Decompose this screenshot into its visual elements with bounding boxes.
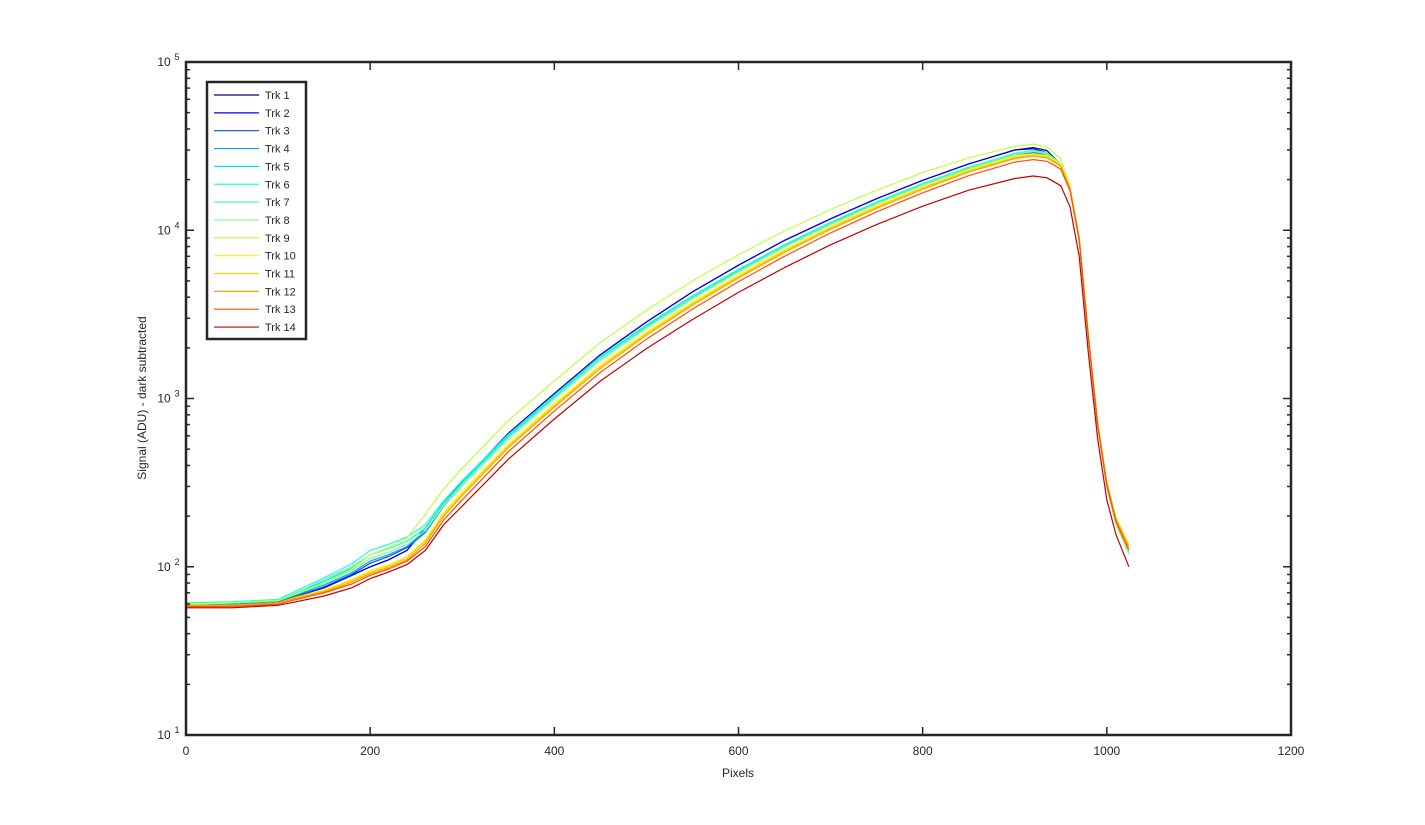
y-tick-exponent: 3 [174, 389, 179, 399]
y-tick-label: 10 [157, 560, 171, 574]
y-tick-label: 10 [157, 223, 171, 237]
x-tick-label: 600 [728, 744, 748, 758]
legend-label: Trk 4 [265, 144, 290, 156]
legend-label: Trk 10 [265, 251, 296, 263]
y-tick-label: 10 [157, 392, 171, 406]
legend-label: Trk 2 [265, 108, 290, 120]
plot-area [186, 62, 1291, 735]
legend-label: Trk 12 [265, 286, 296, 298]
x-tick-label: 0 [183, 744, 190, 758]
y-tick-label: 10 [157, 728, 171, 742]
legend-label: Trk 8 [265, 215, 290, 227]
y-tick-label: 10 [157, 55, 171, 69]
legend-label: Trk 11 [265, 269, 295, 281]
legend-label: Trk 1 [265, 90, 290, 102]
y-axis-label: Signal (ADU) - dark subtracted [135, 316, 149, 479]
legend-label: Trk 14 [265, 322, 296, 334]
series-line-13 [186, 159, 1130, 608]
series-layer [185, 143, 1130, 609]
legend-label: Trk 9 [265, 233, 290, 245]
x-tick-label: 400 [544, 744, 564, 758]
x-tick-label: 200 [360, 744, 380, 758]
y-tick-exponent: 4 [174, 220, 179, 230]
legend: Trk 1 Trk 2 Trk 3 Trk 4 Trk 5 Trk 6 Trk 7 Trk 8… [205, 80, 308, 341]
legend-label: Trk 5 [265, 161, 290, 173]
legend-box [205, 80, 308, 341]
y-tick-exponent: 2 [174, 557, 179, 567]
legend-label: Trk 7 [265, 197, 290, 209]
x-tick-label: 1000 [1093, 744, 1120, 758]
x-axis-label: Pixels [722, 766, 754, 780]
legend-label: Trk 13 [265, 304, 296, 316]
x-tick-label: 1200 [1278, 744, 1305, 758]
y-tick-exponent: 5 [174, 52, 179, 62]
legend-label: Trk 3 [265, 126, 290, 138]
y-tick-exponent: 1 [174, 725, 179, 735]
series-line-14 [186, 175, 1130, 609]
x-tick-label: 800 [913, 744, 933, 758]
legend-label: Trk 6 [265, 179, 290, 191]
legend-items: Trk 1 Trk 2 Trk 3 Trk 4 Trk 5 Trk 6 Trk 7 Trk 8… [214, 90, 296, 334]
